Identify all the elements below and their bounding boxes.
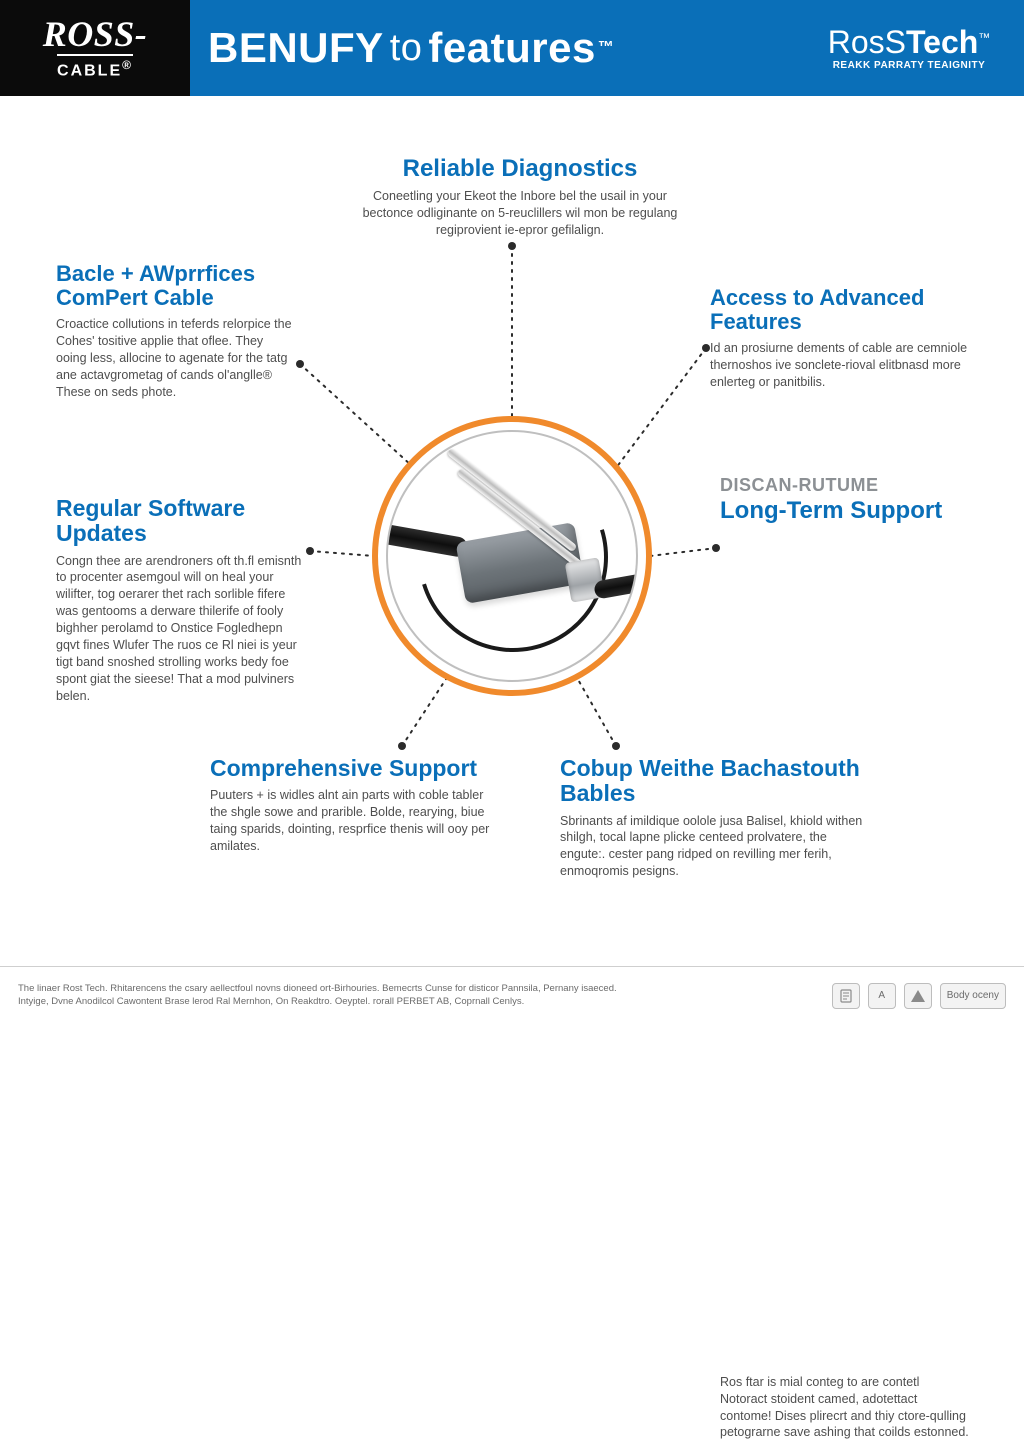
- feature-long-term-support: DISCAN-RUTUME Long-Term Support Ros ftar…: [720, 476, 970, 1441]
- doc-icon: [839, 989, 853, 1003]
- badge-warning: [904, 983, 932, 1009]
- feature-body: Croactice collutions in teferds relorpic…: [56, 316, 296, 400]
- title-strong-2: features: [428, 24, 595, 72]
- feature-comprehensive-support: Comprehensive Support Puuters + is widle…: [210, 756, 500, 855]
- feature-body: Sbrinants af imildique oolole jusa Balis…: [560, 813, 870, 881]
- center-product-circle: [372, 416, 652, 696]
- feature-reliable-diagnostics: Reliable Diagnostics Coneetling your Eke…: [360, 156, 680, 239]
- triangle-icon: [911, 990, 925, 1002]
- ring-inner: [386, 430, 638, 682]
- feature-title: Access to Advanced Features: [710, 286, 970, 334]
- feature-body: Congn thee are arendroners oft th.fl emi…: [56, 553, 306, 705]
- badge-icon: [832, 983, 860, 1009]
- feature-title: Comprehensive Support: [210, 756, 500, 781]
- diagram-area: Reliable Diagnostics Coneetling your Eke…: [0, 96, 1024, 966]
- feature-title: Long-Term Support: [720, 498, 1024, 1368]
- brand-logo-right: RosSTech™ REAKK PARRATY TEAIGNITY: [804, 0, 1024, 96]
- footer-line-2: Intyige, Dvne Anodilcol Cawontent Brase …: [18, 996, 617, 1009]
- feature-software-updates: Regular Software Updates Congn thee are …: [56, 496, 306, 704]
- title-trademark: ™: [598, 39, 615, 57]
- page-title: BENUFY to features ™: [190, 0, 804, 96]
- feature-title: Cobup Weithe Bachastouth Bables: [560, 756, 870, 807]
- logo-left-line2: CABLE: [57, 62, 122, 79]
- footer-fineprint: The linaer Rost Tech. Rhitarencens the c…: [18, 983, 617, 1009]
- feature-cobup-bables: Cobup Weithe Bachastouth Bables Sbrinant…: [560, 756, 870, 880]
- title-soft: to: [390, 27, 423, 70]
- feature-body: Puuters + is widles alnt ain parts with …: [210, 787, 500, 855]
- footer: The linaer Rost Tech. Rhitarencens the c…: [0, 966, 1024, 1024]
- logo-left-line1: ROSS-: [43, 14, 148, 54]
- logo-right-tagline: REAKK PARRATY TEAIGNITY: [833, 60, 986, 71]
- logo-right-tm: ™: [978, 30, 990, 44]
- feature-body: Ros ftar is mial conteg to are contetl N…: [720, 1374, 970, 1441]
- header-banner: ROSS- CABLE® BENUFY to features ™ RosSTe…: [0, 0, 1024, 96]
- footer-line-1: The linaer Rost Tech. Rhitarencens the c…: [18, 983, 617, 996]
- badge-letter-text: A: [878, 990, 885, 1001]
- registered-mark: ®: [122, 58, 133, 72]
- feature-compert-cable: Bacle + AWprrfices ComPert Cable Croacti…: [56, 262, 296, 401]
- logo-right-bold: Tech: [906, 24, 978, 60]
- title-strong-1: BENUFY: [208, 24, 384, 72]
- feature-body: Id an prosiurne dements of cable are cem…: [710, 340, 970, 391]
- footer-badges: A Body oceny: [832, 983, 1006, 1009]
- badge-text-label: Body oceny: [947, 990, 999, 1001]
- badge-letter: A: [868, 983, 896, 1009]
- feature-pretitle: DISCAN-RUTUME: [720, 476, 970, 496]
- logo-right-thin: Ros: [828, 24, 885, 60]
- feature-title: Regular Software Updates: [56, 496, 306, 547]
- badge-text: Body oceny: [940, 983, 1006, 1009]
- feature-advanced-features: Access to Advanced Features Id an prosiu…: [710, 286, 970, 391]
- feature-title: Bacle + AWprrfices ComPert Cable: [56, 262, 296, 310]
- feature-title: Reliable Diagnostics: [360, 156, 680, 182]
- feature-body: Coneetling your Ekeot the Inbore bel the…: [360, 188, 680, 239]
- logo-right-seg2: S: [885, 24, 906, 60]
- brand-logo-left: ROSS- CABLE®: [0, 0, 190, 96]
